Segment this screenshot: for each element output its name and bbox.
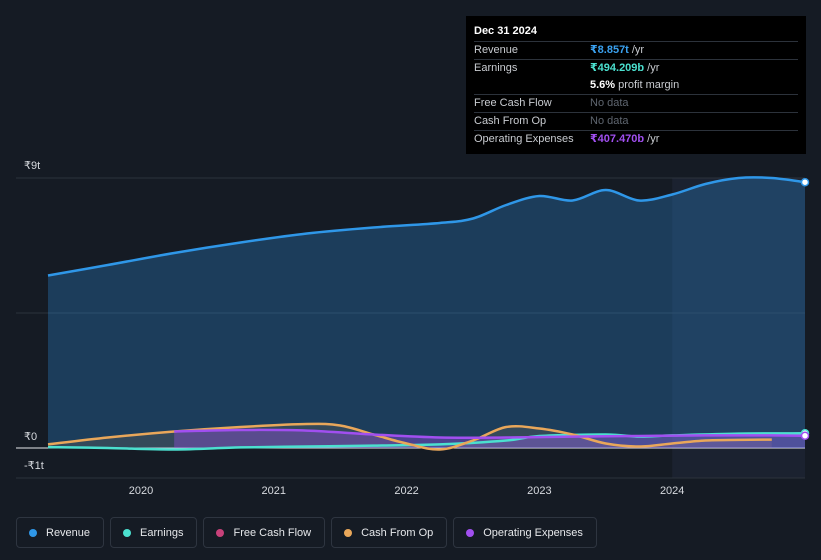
tooltip-row: Earnings ₹494.209b/yr <box>474 59 798 77</box>
tooltip-row-value: ₹8.857t <box>590 44 629 56</box>
legend-dot-icon <box>216 528 225 537</box>
x-tick-label: 2022 <box>394 485 418 497</box>
tooltip-row-label: Cash From Op <box>474 115 547 127</box>
legend-item-cash-from-op[interactable]: Cash From Op <box>331 517 448 548</box>
legend-item-earnings[interactable]: Earnings <box>110 517 198 548</box>
legend-dot-icon <box>29 528 37 537</box>
legend-label: Revenue <box>46 526 91 539</box>
tooltip-row-value: 5.6% <box>590 79 616 91</box>
legend-dot-icon <box>123 528 132 537</box>
tooltip-row-value: No data <box>590 97 629 109</box>
legend-label: Operating Expenses <box>483 526 583 539</box>
line-operating-expenses <box>174 428 806 440</box>
tooltip-row-value: ₹494.209b <box>590 62 645 74</box>
tooltip-row: Operating Expenses ₹407.470b/yr <box>474 130 798 148</box>
legend-label: Earnings <box>140 526 184 539</box>
tooltip-row-label: Revenue <box>474 44 519 56</box>
endpoint-revenue <box>800 177 810 187</box>
tooltip-row-label <box>474 77 590 94</box>
y-tick-label: ₹0 <box>24 431 37 443</box>
tooltip-date: Dec 31 2024 <box>474 25 537 37</box>
legend-dot-icon <box>466 528 475 537</box>
endpoint-operating-expenses <box>800 431 810 440</box>
legend-item-operating-expenses[interactable]: Operating Expenses <box>453 517 597 548</box>
area-revenue <box>48 177 805 448</box>
tooltip-rows: Revenue ₹8.857t/yr Earnings ₹494.209b/yr 5.6… <box>474 41 798 148</box>
tooltip-row-unit: profit margin <box>618 79 680 91</box>
x-tick-label: 2023 <box>527 485 551 497</box>
forecast-highlight <box>672 178 805 478</box>
tooltip-row: Free Cash Flow No data <box>474 94 798 112</box>
legend-label: Cash From Op <box>361 526 434 539</box>
legend-label: Free Cash Flow <box>233 526 312 539</box>
area-operating-expenses <box>174 429 805 448</box>
x-tick-label: 2020 <box>129 485 153 497</box>
tooltip-row-value: ₹407.470b <box>590 133 645 145</box>
x-tick-label: 2024 <box>660 485 684 497</box>
legend-item-free-cash-flow[interactable]: Free Cash Flow <box>203 517 326 548</box>
line-cash-from-op <box>47 422 772 451</box>
tooltip-row-label: Earnings <box>474 62 518 74</box>
line-revenue <box>47 176 806 277</box>
tooltip-row-unit: /yr <box>647 133 660 145</box>
axis-ticks: ₹9t ₹0 -₹1t 2020 2021 2022 2023 2024 <box>24 160 684 497</box>
tooltip-row-label: Free Cash Flow <box>474 97 552 109</box>
legend-dot-icon <box>344 528 353 537</box>
tooltip-row-label: Operating Expenses <box>474 133 574 145</box>
tooltip-row: Revenue ₹8.857t/yr <box>474 41 798 59</box>
tooltip-row: Cash From Op No data <box>474 112 798 130</box>
y-tick-label: -₹1t <box>24 460 44 472</box>
tooltip-row-value: No data <box>590 115 629 127</box>
tooltip-row-unit: /yr <box>631 44 645 56</box>
x-tick-label: 2021 <box>262 485 286 497</box>
legend: Revenue Earnings Free Cash Flow Cash From O… <box>16 517 597 548</box>
y-tick-label: ₹9t <box>24 160 40 172</box>
series-lines <box>47 176 810 451</box>
tooltip: Dec 31 2024 Revenue ₹8.857t/yr Earnings ₹49… <box>466 16 806 154</box>
tooltip-row: 5.6% profit margin <box>474 77 798 94</box>
series-areas <box>48 177 805 450</box>
tooltip-row-unit: /yr <box>647 62 660 74</box>
legend-item-revenue[interactable]: Revenue <box>16 517 105 548</box>
